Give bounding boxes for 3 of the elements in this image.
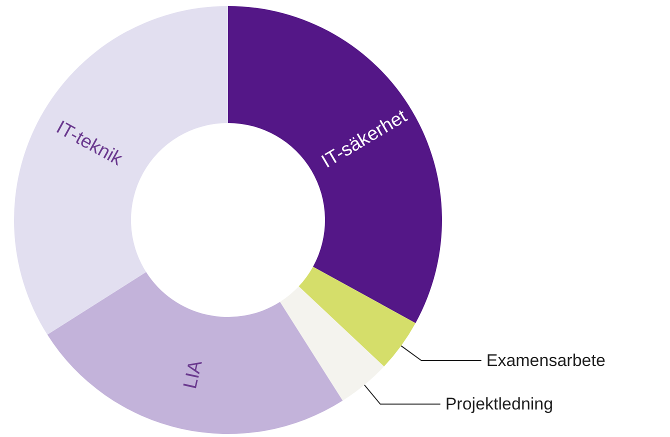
slice-label: LIA [180,358,207,391]
slice-label: Examensarbete [486,350,606,370]
slice-label: Projektledning [445,394,554,414]
